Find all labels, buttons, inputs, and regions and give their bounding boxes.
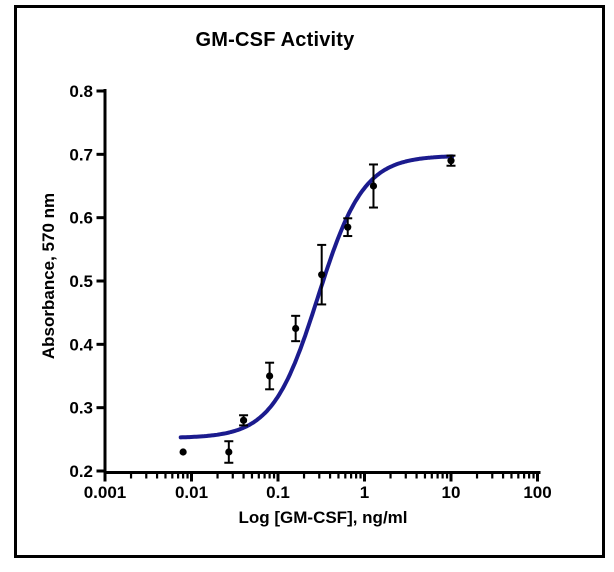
data-point (179, 448, 187, 456)
fit-curve (178, 154, 455, 440)
chart-title: GM-CSF Activity (195, 29, 355, 51)
data-point (318, 271, 326, 279)
x-axis-label: Log [GM-CSF], ng/ml (238, 508, 408, 527)
data-point (239, 416, 248, 424)
y-tick-label: 0.8 (69, 82, 93, 101)
x-tick-label: 10 (442, 483, 461, 502)
x-tick-label: 0.001 (84, 483, 127, 502)
figure-border (14, 5, 605, 558)
data-point (447, 157, 455, 165)
x-tick-label: 1 (360, 483, 369, 502)
x-tick-label: 100 (523, 483, 551, 502)
data-point (369, 182, 378, 190)
y-tick-label: 0.2 (69, 462, 93, 481)
y-tick-label: 0.5 (69, 272, 93, 291)
x-tick-label: 0.01 (175, 483, 208, 502)
x-tick-label: 0.1 (266, 483, 290, 502)
data-point (344, 223, 352, 231)
y-tick-label: 0.6 (69, 209, 93, 228)
data-point (225, 448, 233, 456)
y-tick-label: 0.4 (69, 335, 93, 354)
data-point (266, 372, 274, 380)
data-point (292, 324, 300, 333)
y-tick-label: 0.7 (69, 145, 93, 164)
y-tick-label: 0.3 (69, 399, 93, 418)
